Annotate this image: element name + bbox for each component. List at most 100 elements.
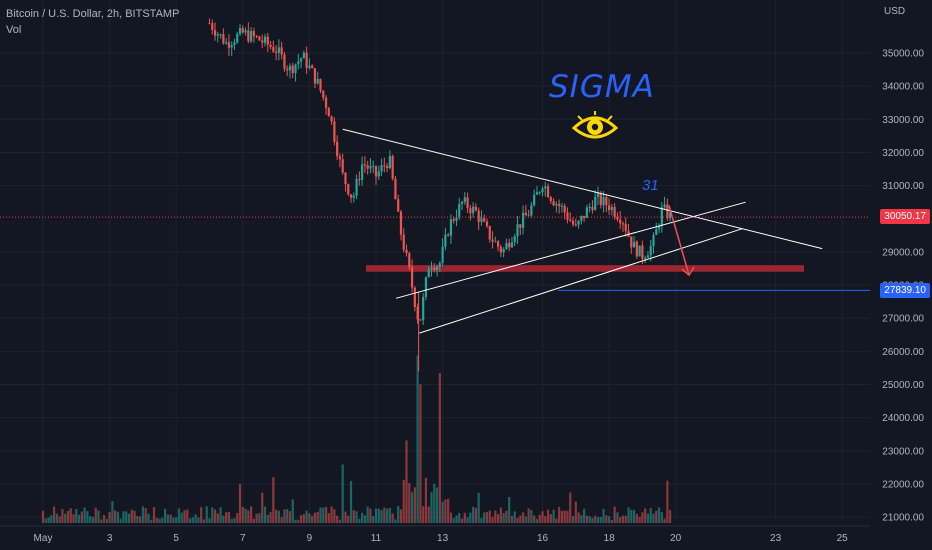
volume-bar — [269, 512, 272, 523]
candle-body — [247, 30, 250, 42]
volume-bar — [183, 510, 186, 523]
volume-bar — [447, 498, 450, 523]
candle-body — [596, 193, 600, 197]
volume-bar — [419, 384, 422, 523]
volume-bar — [449, 512, 453, 523]
trendline — [419, 228, 743, 334]
volume-bar — [491, 516, 494, 523]
volume-bar — [44, 518, 47, 523]
candle-body — [549, 197, 552, 202]
price-tick-label: 25000.00 — [882, 380, 924, 391]
candle-body — [416, 307, 419, 320]
volume-bar — [580, 515, 583, 523]
currency-label[interactable]: USD — [884, 6, 906, 17]
volume-bar — [208, 518, 211, 523]
candle-body — [458, 203, 461, 218]
volume-bar — [338, 519, 342, 523]
candle-body — [599, 193, 602, 206]
volume-bar — [238, 484, 242, 523]
candle-body — [519, 224, 522, 228]
candle-body — [513, 236, 516, 243]
volume-bar — [655, 510, 658, 523]
volume-bar — [372, 516, 375, 523]
volume-bar — [394, 519, 397, 523]
volume-bar — [621, 515, 625, 523]
volume-bar — [66, 510, 70, 523]
candle-body — [313, 68, 317, 84]
volume-bar — [150, 519, 153, 523]
volume-bar — [125, 511, 128, 523]
volume-bar — [188, 518, 192, 523]
candle-body — [505, 242, 508, 249]
chart-legend: Bitcoin / U.S. Dollar, 2h, BITSTAMP Vol — [6, 6, 179, 38]
volume-bar — [175, 517, 178, 523]
volume-bar — [366, 506, 369, 523]
volume-bar — [136, 515, 139, 523]
volume-bar — [610, 519, 613, 523]
volume-bar — [55, 513, 58, 523]
volume-bar — [275, 509, 278, 523]
volume-bar — [483, 512, 486, 523]
candle-body — [646, 255, 650, 258]
price-tick-label: 21000.00 — [882, 513, 924, 524]
volume-bar — [161, 517, 164, 523]
last-price-tag: 30050.17 — [880, 209, 930, 224]
price-tick-label: 24000.00 — [882, 413, 924, 424]
volume-bar — [155, 517, 158, 523]
volume-bar — [386, 508, 389, 523]
candle-body — [225, 42, 228, 44]
volume-bar — [472, 506, 475, 523]
volume-bar — [91, 516, 95, 523]
volume-bar — [585, 515, 588, 523]
candle-body — [422, 296, 425, 321]
volume-bar — [441, 501, 444, 523]
support-zone-rect — [366, 265, 804, 272]
volume-bar — [613, 506, 616, 523]
volume-bar — [94, 507, 97, 523]
candle-body — [316, 79, 319, 84]
volume-bar — [605, 515, 608, 523]
volume-bar — [236, 512, 239, 523]
candle-body — [585, 207, 588, 218]
candle-body — [544, 186, 547, 189]
candle-body — [472, 206, 475, 214]
volume-bar — [319, 507, 322, 523]
candle-body — [283, 54, 286, 69]
candle-body — [555, 203, 558, 206]
candle-body — [338, 156, 342, 160]
volume-bar — [349, 481, 353, 523]
candle-body — [408, 253, 411, 268]
candle-body — [430, 267, 433, 270]
axes: 35000.00 34000.00 33000.00 32000.00 31000.00… — [0, 49, 924, 544]
volume-bars — [41, 355, 672, 523]
volume-bar — [252, 518, 255, 523]
candle-body — [569, 219, 572, 221]
candle-body — [355, 179, 358, 196]
volume-bar — [336, 515, 339, 523]
volume-bar — [258, 513, 261, 523]
candle-body — [238, 28, 242, 35]
volume-bar — [444, 499, 447, 523]
candle-body — [319, 79, 322, 91]
volume-bar — [89, 516, 92, 523]
volume-bar — [344, 511, 347, 523]
candle-body — [655, 228, 658, 235]
volume-bar — [361, 512, 364, 523]
volume-legend[interactable]: Vol — [6, 24, 22, 36]
time-tick-label: 5 — [173, 533, 179, 544]
time-tick-label: 13 — [437, 533, 449, 544]
volume-bar — [649, 507, 652, 523]
volume-bar — [122, 511, 125, 523]
symbol-title[interactable]: Bitcoin / U.S. Dollar, 2h, BITSTAMP — [6, 8, 180, 20]
volume-bar — [521, 512, 525, 523]
volume-bar — [100, 519, 103, 523]
volume-bar — [422, 506, 425, 523]
volume-bar — [327, 513, 330, 523]
volume-bar — [541, 511, 544, 523]
volume-bar — [261, 492, 264, 523]
candle-body — [391, 155, 394, 179]
volume-bar — [141, 506, 144, 523]
candle-body — [563, 205, 566, 213]
volume-bar — [499, 507, 502, 523]
